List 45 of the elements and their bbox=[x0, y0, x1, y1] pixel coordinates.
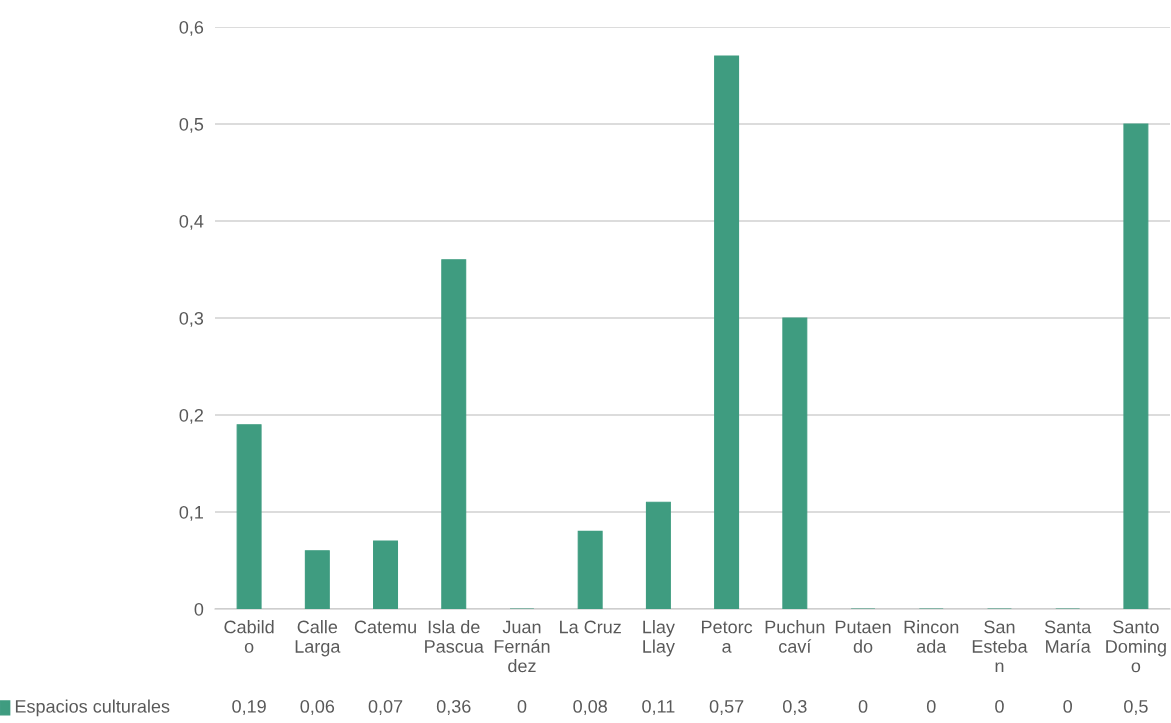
y-tick-label: 0,2 bbox=[179, 408, 203, 424]
y-tick-label: 0,6 bbox=[179, 20, 204, 36]
y-tick-label: 0,3 bbox=[179, 311, 204, 327]
data-label: 0 bbox=[926, 700, 936, 713]
bar bbox=[782, 317, 808, 609]
data-label: 0,5 bbox=[1124, 700, 1148, 715]
data-label: 0 bbox=[1063, 700, 1072, 713]
x-tick-label: Putaendo bbox=[835, 620, 891, 653]
x-tick-label: Rinconada bbox=[904, 620, 959, 653]
x-tick-label: La Cruz bbox=[560, 620, 621, 634]
data-label: 0 bbox=[858, 700, 868, 713]
y-tick-label: 0 bbox=[194, 602, 204, 616]
bar bbox=[441, 259, 467, 609]
data-label: 0,19 bbox=[232, 700, 266, 715]
data-label: 0,57 bbox=[709, 700, 744, 715]
data-label: 0,08 bbox=[573, 700, 607, 715]
x-tick-label: Catemu bbox=[354, 620, 416, 634]
data-label: 0 bbox=[995, 700, 1004, 713]
data-label: 0,11 bbox=[642, 700, 675, 715]
x-tick-label: San Esteban bbox=[972, 620, 1028, 673]
x-tick-label: Llay Llay bbox=[643, 620, 675, 657]
bar bbox=[373, 540, 399, 609]
x-tick-label: Petorca bbox=[702, 620, 753, 653]
x-tick-label: Santo Domingo bbox=[1106, 620, 1166, 673]
data-label: 0,06 bbox=[300, 700, 335, 715]
x-tick-label: Santa María bbox=[1044, 620, 1092, 653]
data-label: 0,3 bbox=[782, 700, 807, 715]
y-tick-label: 0,1 bbox=[179, 505, 204, 521]
bar bbox=[645, 501, 671, 609]
y-tick-label: 0,4 bbox=[179, 214, 204, 230]
legend-label: Espacios culturales bbox=[15, 699, 170, 717]
x-tick-label: Cabildo bbox=[224, 620, 274, 653]
x-tick-label: Isla de Pascua bbox=[425, 620, 484, 653]
bar bbox=[304, 550, 330, 609]
bar bbox=[714, 55, 740, 609]
x-tick-label: Calle Larga bbox=[295, 620, 341, 657]
data-label: 0,36 bbox=[436, 700, 471, 715]
x-tick-label: Juan Fernández bbox=[494, 620, 550, 673]
y-tick-label: 0,5 bbox=[179, 117, 204, 133]
bar bbox=[1123, 123, 1149, 609]
bar bbox=[236, 424, 262, 609]
data-label: 0 bbox=[517, 700, 527, 713]
bar bbox=[577, 530, 603, 609]
x-tick-label: Puchuncaví bbox=[765, 620, 825, 653]
data-label: 0,07 bbox=[368, 700, 403, 715]
